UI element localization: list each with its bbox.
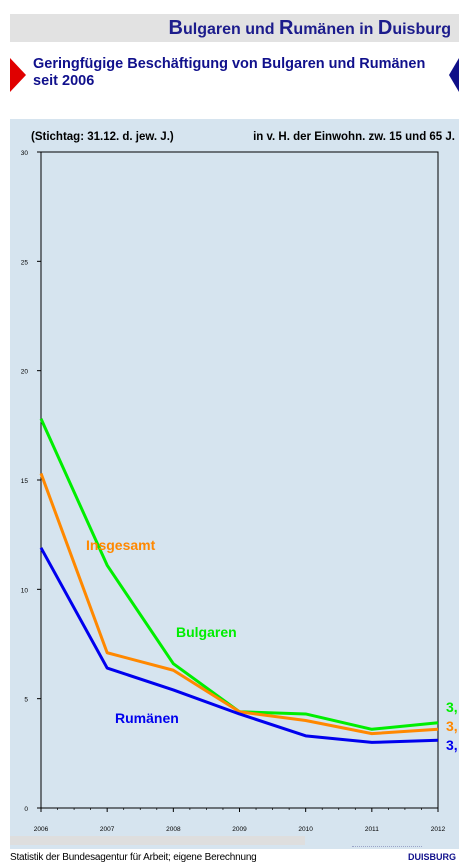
title-part-0: B bbox=[168, 17, 183, 39]
title-part-4: D bbox=[377, 17, 393, 39]
end-value-label-2: 3, bbox=[446, 737, 458, 753]
chart-note-left: (Stichtag: 31.12. d. jew. J.) bbox=[31, 131, 174, 143]
series-line-rumänen bbox=[39, 547, 439, 744]
page-title: Bulgaren und Rumänen in Duisburg bbox=[169, 17, 451, 40]
end-value-label-1: 3, bbox=[446, 718, 458, 734]
logo-dots bbox=[352, 846, 422, 847]
blue-triangle-icon bbox=[449, 58, 459, 92]
x-tick-label-0: 2006 bbox=[34, 826, 49, 833]
title-part-5: uisburg bbox=[392, 21, 451, 38]
y-tick-label-6: 30 bbox=[21, 150, 29, 157]
y-tick-label-5: 25 bbox=[21, 259, 29, 266]
red-triangle-icon bbox=[10, 58, 26, 92]
y-tick-label-0: 0 bbox=[24, 806, 28, 813]
title-part-1: ulgaren und bbox=[182, 21, 279, 38]
x-tick-label-3: 2009 bbox=[232, 826, 247, 833]
title-part-2: R bbox=[278, 17, 294, 39]
x-tick-label-6: 2012 bbox=[431, 826, 446, 833]
series-label-0: Bulgaren bbox=[176, 624, 237, 640]
x-tick-label-2: 2008 bbox=[166, 826, 181, 833]
series-label-1: Insgesamt bbox=[86, 537, 156, 553]
duisburg-logo: DUISBURG bbox=[407, 852, 456, 862]
y-tick-label-2: 10 bbox=[21, 587, 29, 594]
source-note: Statistik der Bundesagentur für Arbeit; … bbox=[10, 852, 257, 863]
chart-subtitle: Geringfügige Beschäftigung von Bulgaren … bbox=[33, 56, 426, 89]
series-line-bulgaren bbox=[39, 418, 439, 731]
end-value-label-0: 3, bbox=[446, 699, 458, 715]
x-tick-label-5: 2011 bbox=[365, 826, 379, 833]
chart-note-right: in v. H. der Einwohn. zw. 15 und 65 J. bbox=[253, 131, 455, 143]
plot-frame bbox=[40, 151, 439, 809]
x-tick-label-4: 2010 bbox=[298, 826, 313, 833]
series-label-2: Rumänen bbox=[115, 710, 179, 726]
bottom-grey-bar bbox=[10, 836, 305, 845]
y-tick-label-4: 20 bbox=[21, 369, 29, 376]
title-part-3: umänen in bbox=[293, 21, 378, 38]
series-line-insgesamt bbox=[39, 472, 439, 736]
x-tick-label-1: 2007 bbox=[100, 826, 115, 833]
y-tick-label-3: 15 bbox=[21, 478, 29, 485]
y-tick-label-1: 5 bbox=[24, 697, 28, 704]
header-bar: Bulgaren und Rumänen in Duisburg bbox=[10, 14, 459, 42]
